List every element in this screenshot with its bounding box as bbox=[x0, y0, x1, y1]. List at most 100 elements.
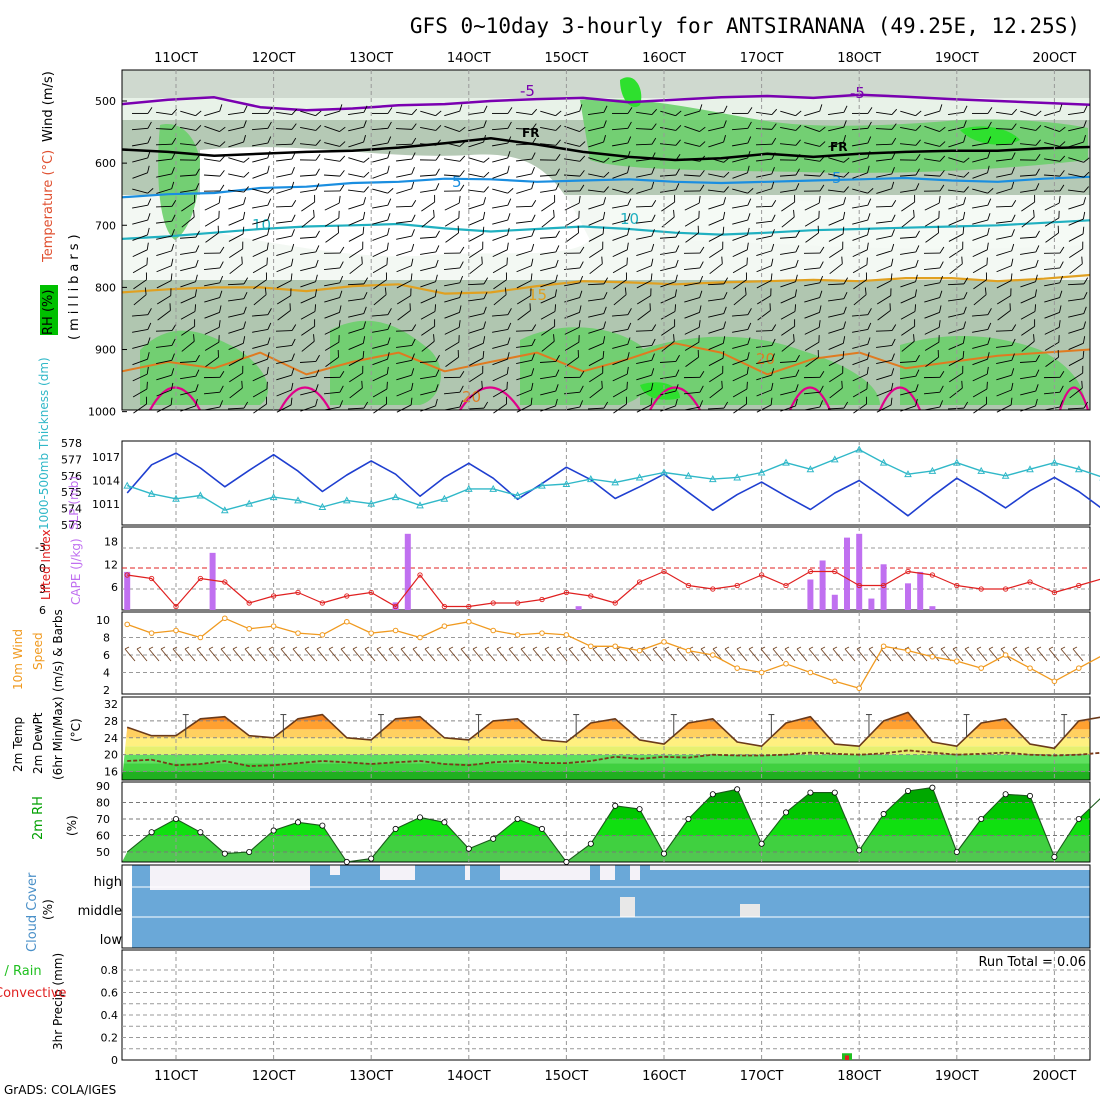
wind-barb bbox=[516, 288, 532, 305]
barb-shaft bbox=[276, 111, 292, 115]
barb-shaft bbox=[396, 389, 412, 397]
barb-flag bbox=[459, 400, 464, 408]
barb-shaft bbox=[900, 390, 916, 396]
barb-shaft bbox=[731, 314, 749, 317]
barb-shaft bbox=[157, 310, 171, 321]
wind-barb bbox=[396, 108, 418, 115]
barb-shaft bbox=[180, 251, 196, 255]
barb-shaft bbox=[948, 298, 964, 302]
cape-tick-label: 6 bbox=[111, 581, 118, 594]
barb-flag bbox=[939, 400, 944, 408]
barb-flag bbox=[337, 350, 339, 358]
barb-flag bbox=[795, 183, 800, 191]
wind-barb bbox=[1021, 334, 1035, 352]
barb-flag bbox=[772, 646, 778, 650]
wind-barb bbox=[275, 123, 297, 130]
wind-barb bbox=[852, 107, 873, 114]
barb-shaft bbox=[348, 173, 364, 178]
barb-flag bbox=[747, 121, 752, 129]
barb-shaft bbox=[1019, 360, 1037, 363]
barb-shaft bbox=[276, 374, 292, 381]
barb-flag bbox=[699, 126, 706, 132]
lifted-index-marker bbox=[392, 603, 399, 610]
barb-shaft bbox=[659, 236, 677, 239]
barb-shaft bbox=[565, 356, 579, 368]
barb-shaft bbox=[228, 157, 244, 163]
barb-shaft bbox=[828, 203, 844, 210]
lifted-index-marker bbox=[661, 568, 667, 575]
wind-barb bbox=[1020, 274, 1038, 288]
wind-barb bbox=[397, 303, 411, 321]
barb-flag bbox=[362, 365, 364, 374]
barb-flag bbox=[530, 382, 534, 391]
rh-line bbox=[126, 787, 1100, 863]
barb-flag bbox=[939, 261, 944, 269]
barb-shaft bbox=[132, 329, 148, 333]
thickness-tick-label: 578 bbox=[61, 437, 82, 450]
barb-shaft bbox=[252, 264, 268, 274]
barb-flag bbox=[819, 305, 822, 313]
wind-barb bbox=[300, 304, 317, 320]
barb-shaft bbox=[156, 265, 172, 273]
barb-flag bbox=[1033, 209, 1035, 218]
barb-flag bbox=[411, 181, 415, 189]
barb-shaft bbox=[972, 188, 988, 194]
wind-barb bbox=[685, 350, 699, 368]
barb-shaft bbox=[492, 388, 508, 398]
wind-barb bbox=[179, 153, 201, 161]
wind-barb bbox=[1044, 290, 1063, 303]
wind-barb bbox=[828, 350, 845, 367]
wind-barb bbox=[372, 257, 388, 274]
wind-barb bbox=[540, 289, 557, 304]
barb-shaft bbox=[580, 648, 592, 662]
isotherm-15 bbox=[121, 273, 1091, 295]
barb-flag bbox=[794, 319, 796, 327]
wind-speed-marker bbox=[319, 632, 326, 638]
barb-shaft bbox=[276, 280, 292, 289]
barb-flag bbox=[362, 241, 364, 249]
barb-flag bbox=[147, 227, 150, 236]
wind-barb bbox=[731, 121, 752, 131]
wind-barb bbox=[540, 369, 560, 380]
barb-flag bbox=[986, 257, 988, 265]
lifted-index-marker bbox=[148, 575, 155, 582]
barb-shaft bbox=[972, 388, 988, 398]
barb-flag bbox=[1033, 334, 1035, 342]
wind-speed-marker bbox=[124, 621, 130, 628]
temp-bands bbox=[122, 712, 1090, 780]
wind-barb bbox=[995, 199, 1017, 208]
barb-flag bbox=[867, 337, 871, 345]
barb-shaft bbox=[588, 327, 604, 334]
barb-shaft bbox=[1020, 266, 1036, 272]
barb-shaft bbox=[972, 204, 988, 209]
bottom-x-axis: 11OCT 12OCT 13OCT 14OCT 15OCT 16OCT 17OCT 18OCT… bbox=[154, 1069, 1076, 1084]
barb-shaft bbox=[205, 232, 219, 243]
thickness-marker bbox=[489, 484, 498, 492]
wind-barb bbox=[1067, 401, 1089, 410]
barb-flag bbox=[337, 225, 339, 234]
barb-shaft bbox=[708, 233, 724, 242]
barb-shaft bbox=[661, 201, 675, 212]
wind-barb bbox=[732, 242, 749, 258]
barb-shaft bbox=[484, 648, 496, 662]
barb-flag bbox=[483, 134, 486, 143]
wind-barb bbox=[756, 338, 776, 348]
barb-shaft bbox=[516, 295, 532, 305]
barb-flag bbox=[315, 398, 318, 407]
barb-flag bbox=[627, 322, 632, 330]
wind-barb bbox=[796, 646, 808, 662]
wind-barb bbox=[876, 243, 895, 256]
barb-flag bbox=[627, 107, 633, 114]
barb-flag bbox=[433, 334, 435, 342]
wind-barb bbox=[952, 646, 964, 662]
barb-shaft bbox=[948, 203, 964, 210]
barb-flag bbox=[1082, 211, 1086, 220]
wind-barb bbox=[252, 107, 273, 114]
barb-flag bbox=[507, 322, 512, 330]
barb-shaft bbox=[804, 142, 820, 147]
barb-flag bbox=[459, 261, 464, 269]
thickness-tick-label: 574 bbox=[61, 503, 82, 516]
barb-flag bbox=[817, 225, 819, 234]
wind-barb bbox=[1019, 354, 1040, 363]
wind-barb bbox=[804, 104, 823, 117]
